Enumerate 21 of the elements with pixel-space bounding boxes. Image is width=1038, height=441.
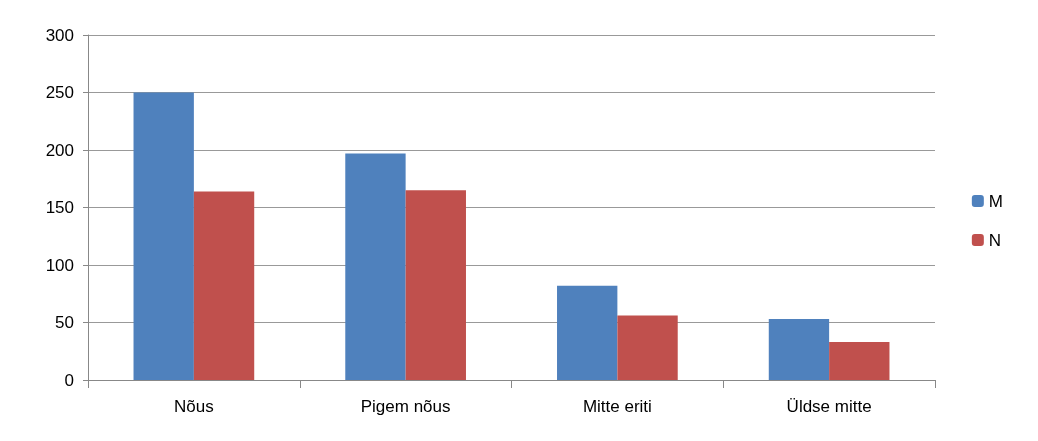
y-tick-label: 200 xyxy=(45,140,74,160)
y-tick-label: 0 xyxy=(64,370,74,390)
y-tick-label: 250 xyxy=(45,83,74,102)
y-tick-label: 150 xyxy=(45,198,74,217)
legend-label: M xyxy=(988,191,1004,211)
y-tick-label: 100 xyxy=(45,255,74,275)
x-tick-label: Mitte eriti xyxy=(582,397,652,416)
bar xyxy=(405,190,466,380)
bar xyxy=(345,153,406,380)
bar xyxy=(829,342,890,380)
y-tick-label: 50 xyxy=(55,313,74,332)
bar xyxy=(557,285,618,380)
bar xyxy=(768,319,830,380)
bar xyxy=(617,315,678,380)
bar xyxy=(193,191,255,380)
x-tick-label: Üldse mitte xyxy=(786,397,872,416)
x-tick-label: Pigem nõus xyxy=(360,397,451,416)
legend-label: N xyxy=(988,230,1002,250)
bar xyxy=(133,92,194,380)
x-tick-label: Nõus xyxy=(174,397,214,416)
y-tick-label: 300 xyxy=(45,25,74,45)
